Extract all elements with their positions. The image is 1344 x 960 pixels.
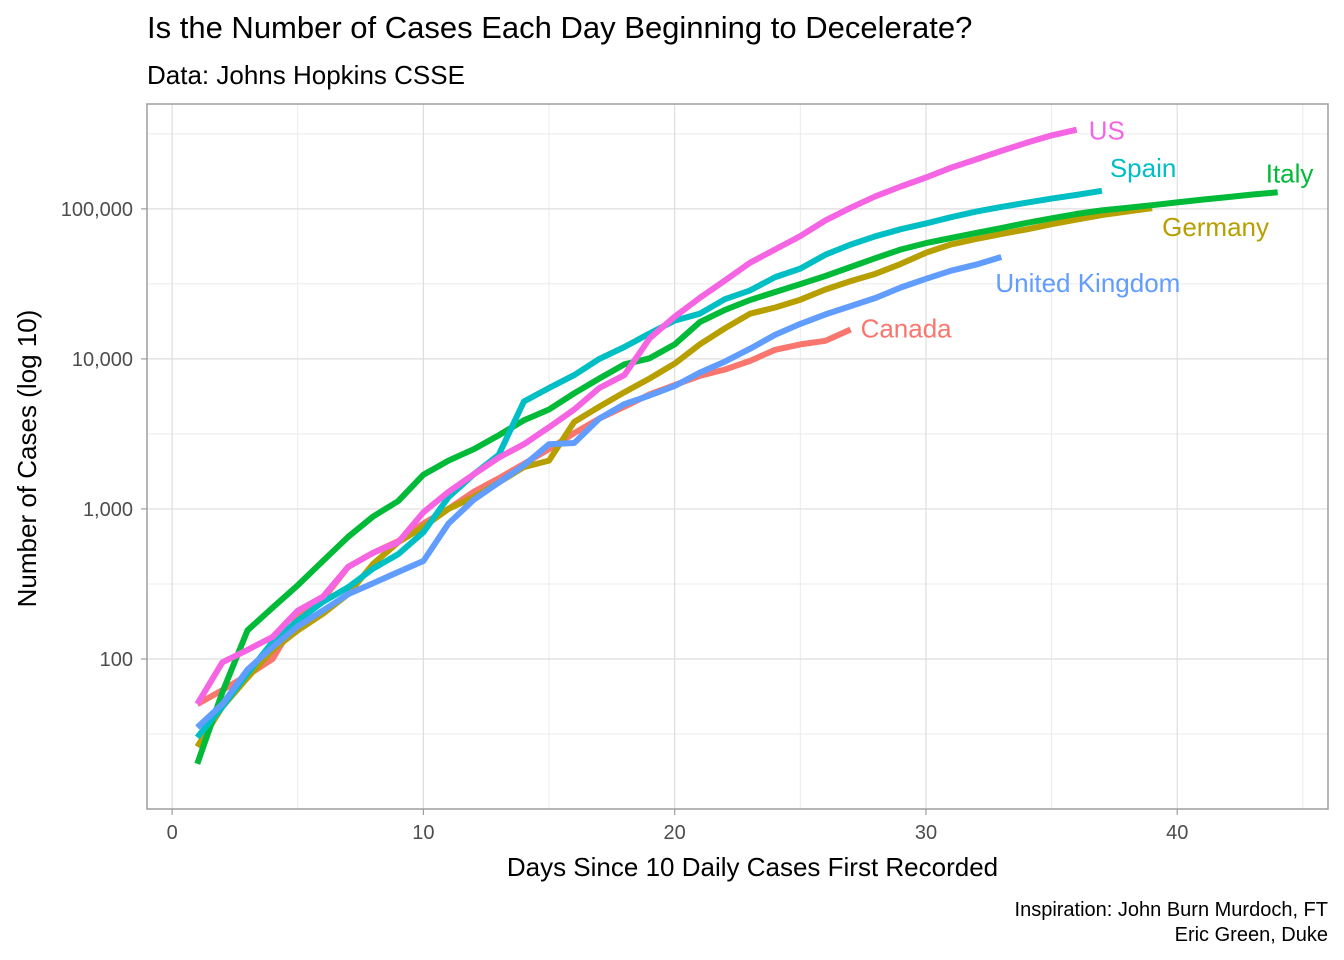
y-tick-label: 100,000 [61,199,133,221]
y-tick-label: 10,000 [72,349,133,371]
series-label-germany: Germany [1162,212,1269,242]
chart-caption: Inspiration: John Burn Murdoch, FT Eric … [1015,898,1328,948]
x-tick-label: 40 [1166,822,1188,844]
x-axis-title: Days Since 10 Daily Cases First Recorded [507,852,998,882]
plot-panel-border [146,103,1329,810]
series-label-italy: Italy [1266,158,1314,188]
series-line-spain [194,187,1103,740]
y-tick-label: 1,000 [83,499,133,521]
series-label-us: US [1089,116,1125,146]
series-line-united-kingdom [195,254,1003,730]
series-label-united-kingdom: United Kingdom [995,268,1180,298]
caption-line-2: Eric Green, Duke [1174,924,1328,946]
y-axis-title: Number of Cases (log 10) [12,310,42,608]
x-tick-label: 10 [412,822,434,844]
series-label-canada: Canada [861,314,953,344]
caption-line-1: Inspiration: John Burn Murdoch, FT [1014,899,1328,921]
series-line-us [194,126,1078,706]
chart-subtitle: Data: Johns Hopkins CSSE [147,60,465,90]
y-tick-label: 100 [100,649,133,671]
series-label-spain: Spain [1110,153,1177,183]
x-tick-label: 20 [664,822,686,844]
series-line-italy [194,189,1278,765]
series-line-canada [195,326,852,707]
chart-title: Is the Number of Cases Each Day Beginnin… [147,10,973,45]
x-tick-label: 0 [167,822,178,844]
x-tick-label: 30 [915,822,937,844]
